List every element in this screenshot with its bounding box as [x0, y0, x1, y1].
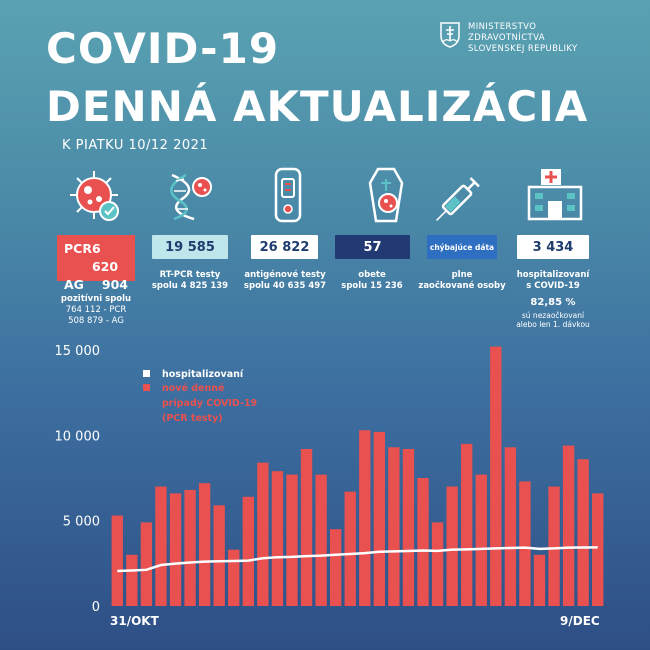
unvaccinated-percent: 82,85 %	[530, 297, 576, 308]
syringe-icon	[436, 177, 480, 221]
cases-bar	[184, 489, 196, 606]
y-tick-label: 10 000	[55, 429, 101, 444]
cases-bar	[286, 474, 298, 606]
vaccinated-caption-line2: zaočkované osoby	[418, 281, 506, 291]
cases-bar	[359, 430, 371, 606]
cases-bar	[155, 486, 167, 606]
positive-caption: pozitívni spolu 764 112 - PCR 508 879 - …	[40, 294, 152, 327]
y-tick-label: 15 000	[55, 344, 101, 359]
cases-bar	[446, 486, 458, 606]
hospitalized-caption-line2: s COVID-19	[526, 281, 580, 291]
cases-bar	[562, 445, 575, 606]
cases-bar	[431, 522, 444, 606]
hospital-icon	[527, 169, 583, 221]
cases-bar	[388, 447, 400, 606]
cases-bar	[140, 522, 153, 606]
deaths-caption-title: obete	[358, 270, 386, 280]
report-date: K PIATKU 10/12 2021	[62, 138, 209, 153]
deaths-box: 57	[335, 235, 410, 259]
hospitalized-caption: hospitalizovaní s COVID-19 82,85 % sú ne…	[503, 270, 603, 329]
cases-bar	[257, 462, 269, 606]
ag-value: 904	[101, 277, 128, 292]
cases-bar	[344, 491, 356, 606]
cases-bar	[475, 474, 487, 606]
rtpcr-caption: RT-PCR testy spolu 4 825 139	[138, 270, 242, 292]
unvaccinated-line2: alebo len 1. dávkou	[516, 320, 590, 329]
cases-bar	[126, 554, 138, 606]
cases-bar	[198, 483, 211, 606]
cases-bar	[490, 346, 502, 606]
hospitalized-box: 3 434	[517, 235, 589, 259]
ministry-line-1: MINISTERSTVO	[468, 22, 537, 32]
x-end-label: 9/DEC	[560, 614, 600, 628]
cases-bar	[373, 431, 386, 606]
cases-bar	[402, 448, 415, 606]
y-tick-label: 0	[92, 600, 100, 615]
legend-hospitalized-label: hospitalizovaní	[162, 369, 244, 380]
coffin-virus-icon	[368, 167, 404, 223]
pcr-label: PCR	[64, 241, 92, 256]
hospitalized-caption-line1: hospitalizovaní	[516, 270, 590, 280]
x-start-label: 31/OKT	[110, 614, 160, 628]
hospitalized-line	[117, 546, 598, 573]
cases-bar	[329, 529, 342, 606]
vaccinated-caption-line1: plne	[451, 270, 473, 280]
ministry-line-3: SLOVENSKEJ REPUBLIKY	[468, 44, 578, 54]
vaccinated-caption: plne zaočkované osoby	[414, 270, 510, 292]
cases-bar	[533, 554, 546, 606]
legend-cases-label-1: nové denné	[162, 383, 224, 394]
pcr-value: 6 620	[91, 241, 119, 274]
cases-bar	[228, 549, 240, 606]
ministry-logo: MINISTERSTVO ZDRAVOTNÍCTVA SLOVENSKEJ RE…	[440, 22, 578, 55]
legend-hospitalized-swatch	[143, 370, 150, 377]
cases-bar	[461, 443, 473, 606]
positive-cases-box: PCR 6 620 AG 904	[57, 235, 135, 292]
virus-check-icon	[70, 171, 119, 221]
cases-bar	[242, 496, 254, 606]
legend-cases-label-2: prípady COVID-19	[162, 398, 257, 409]
vaccinated-box: chýbajúce dáta	[427, 235, 497, 259]
deaths-caption-total: spolu 15 236	[341, 281, 403, 291]
cases-bar	[504, 447, 517, 606]
cases-bar	[592, 493, 604, 606]
cases-bar	[111, 515, 123, 606]
cases-bar	[315, 474, 327, 606]
cases-chart: 15 000 10 000 5 000 0 hospitalizovaní nové …	[55, 344, 604, 628]
antigen-test-icon	[274, 167, 302, 223]
positive-caption-pcr: 764 112 - PCR	[65, 305, 127, 315]
page-title-line2: DENNÁ AKTUALIZÁCIA	[46, 82, 589, 131]
cases-bar	[213, 505, 225, 606]
y-tick-label: 5 000	[63, 515, 100, 530]
cases-bar	[577, 459, 589, 606]
cases-bar	[169, 493, 182, 606]
rtpcr-caption-title: RT-PCR testy	[159, 270, 221, 280]
antigen-caption: antigénové testy spolu 40 635 497	[232, 270, 338, 292]
cases-bar	[300, 448, 313, 606]
slovak-crest-icon	[440, 22, 460, 48]
cases-bar	[417, 478, 429, 606]
rtpcr-caption-total: spolu 4 825 139	[151, 281, 229, 291]
ag-label: AG	[64, 277, 84, 292]
deaths-caption: obete spolu 15 236	[322, 270, 422, 292]
unvaccinated-line1: sú nezaočkovaní	[521, 311, 585, 320]
cases-bar	[271, 471, 284, 606]
ministry-line-2: ZDRAVOTNÍCTVA	[468, 33, 546, 43]
page-title-line1: COVID-19	[46, 24, 280, 73]
antigen-caption-total: spolu 40 635 497	[243, 281, 327, 291]
cases-bar	[548, 486, 560, 606]
positive-caption-ag: 508 879 - AG	[68, 316, 124, 326]
dna-virus-icon	[170, 173, 212, 221]
positive-caption-title: pozitívni spolu	[60, 294, 132, 304]
antigen-caption-title: antigénové testy	[244, 270, 326, 280]
cases-bar	[519, 481, 531, 606]
antigen-box: 26 822	[251, 235, 318, 259]
legend-cases-label-3: (PCR testy)	[162, 413, 223, 424]
legend-cases-swatch	[143, 384, 150, 391]
rtpcr-box: 19 585	[152, 235, 228, 259]
